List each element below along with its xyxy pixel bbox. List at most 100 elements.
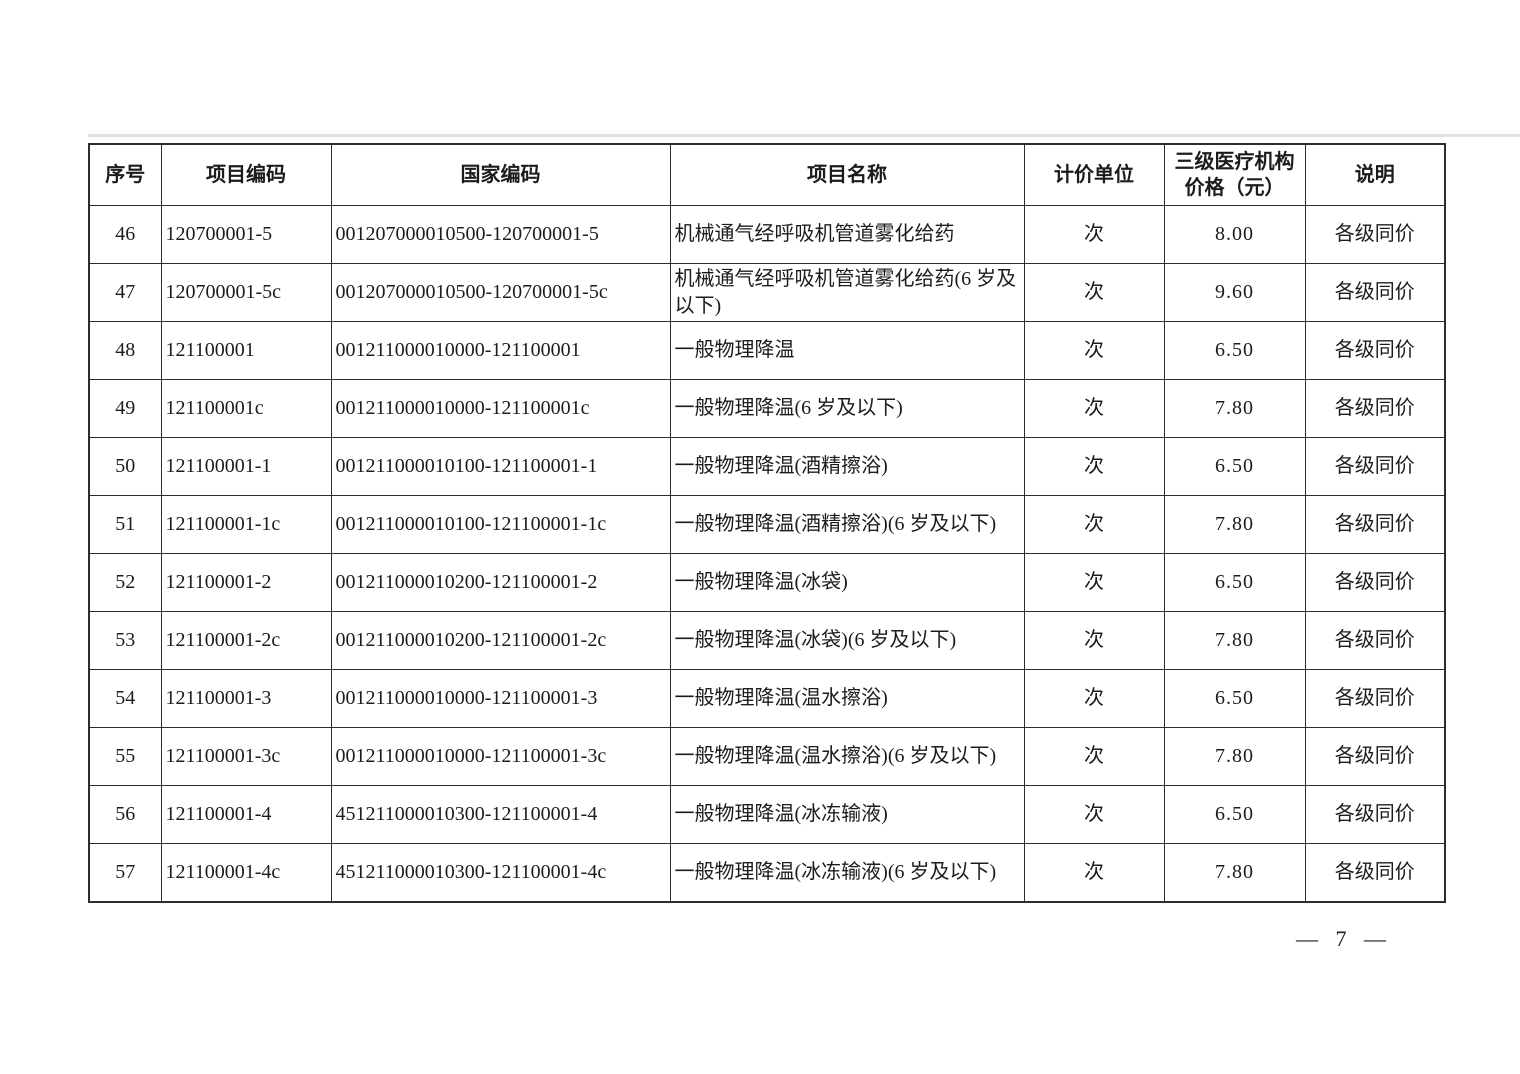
item-name-cell: 一般物理降温(酒精擦浴)(6 岁及以下) xyxy=(669,495,1025,554)
item-code-cell: 121100001 xyxy=(160,321,332,380)
price-cell: 9.60 xyxy=(1163,263,1306,322)
item-code-cell: 121100001-4c xyxy=(160,843,332,903)
national-code-cell: 001211000010000-121100001-3c xyxy=(330,727,671,786)
table-row: 57 121100001-4c 451211000010300-12110000… xyxy=(88,843,1446,903)
item-name-cell: 一般物理降温(温水擦浴)(6 岁及以下) xyxy=(669,727,1025,786)
price-cell: 7.80 xyxy=(1163,379,1306,438)
table-row: 53 121100001-2c 001211000010200-12110000… xyxy=(88,611,1446,670)
price-cell: 7.80 xyxy=(1163,843,1306,903)
table-row: 52 121100001-2 001211000010200-121100001… xyxy=(88,553,1446,612)
note-cell: 各级同价 xyxy=(1304,669,1446,728)
national-code-cell: 001207000010500-120700001-5c xyxy=(330,263,671,322)
seq-no-cell: 55 xyxy=(88,727,162,786)
note-cell: 各级同价 xyxy=(1304,205,1446,264)
item-code-cell: 121100001-2c xyxy=(160,611,332,670)
note-cell: 各级同价 xyxy=(1304,379,1446,438)
medical-price-table: 序号 项目编码 国家编码 项目名称 计价单位 三级医疗机构价格（元） 说明 46… xyxy=(88,143,1446,903)
item-name-cell: 机械通气经呼吸机管道雾化给药(6 岁及以下) xyxy=(669,263,1025,322)
page-number: — 7 — xyxy=(1296,926,1387,951)
scan-artifact-line xyxy=(88,134,1520,137)
note-cell: 各级同价 xyxy=(1304,553,1446,612)
note-cell: 各级同价 xyxy=(1304,611,1446,670)
national-code-cell: 001211000010000-121100001c xyxy=(330,379,671,438)
header-note: 说明 xyxy=(1304,143,1446,206)
seq-no-cell: 53 xyxy=(88,611,162,670)
national-code-cell: 001211000010000-121100001 xyxy=(330,321,671,380)
note-cell: 各级同价 xyxy=(1304,321,1446,380)
unit-cell: 次 xyxy=(1023,321,1165,380)
item-name-cell: 一般物理降温(冰袋)(6 岁及以下) xyxy=(669,611,1025,670)
item-code-cell: 121100001c xyxy=(160,379,332,438)
national-code-cell: 001207000010500-120700001-5 xyxy=(330,205,671,264)
table-row: 46 120700001-5 001207000010500-120700001… xyxy=(88,205,1446,264)
price-cell: 6.50 xyxy=(1163,321,1306,380)
seq-no-cell: 47 xyxy=(88,263,162,322)
national-code-cell: 001211000010000-121100001-3 xyxy=(330,669,671,728)
item-name-cell: 一般物理降温(6 岁及以下) xyxy=(669,379,1025,438)
note-cell: 各级同价 xyxy=(1304,727,1446,786)
seq-no-cell: 52 xyxy=(88,553,162,612)
national-code-cell: 451211000010300-121100001-4c xyxy=(330,843,671,903)
national-code-cell: 001211000010100-121100001-1 xyxy=(330,437,671,496)
price-cell: 6.50 xyxy=(1163,437,1306,496)
price-cell: 7.80 xyxy=(1163,495,1306,554)
seq-no-cell: 57 xyxy=(88,843,162,903)
unit-cell: 次 xyxy=(1023,553,1165,612)
table-row: 49 121100001c 001211000010000-121100001c… xyxy=(88,379,1446,438)
unit-cell: 次 xyxy=(1023,437,1165,496)
national-code-cell: 451211000010300-121100001-4 xyxy=(330,785,671,844)
national-code-cell: 001211000010100-121100001-1c xyxy=(330,495,671,554)
item-name-cell: 机械通气经呼吸机管道雾化给药 xyxy=(669,205,1025,264)
unit-cell: 次 xyxy=(1023,611,1165,670)
seq-no-cell: 54 xyxy=(88,669,162,728)
price-cell: 7.80 xyxy=(1163,611,1306,670)
table-row: 56 121100001-4 451211000010300-121100001… xyxy=(88,785,1446,844)
item-name-cell: 一般物理降温(冰冻输液)(6 岁及以下) xyxy=(669,843,1025,903)
item-name-cell: 一般物理降温(温水擦浴) xyxy=(669,669,1025,728)
table-row: 54 121100001-3 001211000010000-121100001… xyxy=(88,669,1446,728)
table-header: 序号 项目编码 国家编码 项目名称 计价单位 三级医疗机构价格（元） 说明 xyxy=(88,143,1446,206)
header-item-code: 项目编码 xyxy=(160,143,332,206)
unit-cell: 次 xyxy=(1023,785,1165,844)
price-cell: 6.50 xyxy=(1163,669,1306,728)
header-unit: 计价单位 xyxy=(1023,143,1165,206)
price-cell: 8.00 xyxy=(1163,205,1306,264)
table-row: 55 121100001-3c 001211000010000-12110000… xyxy=(88,727,1446,786)
unit-cell: 次 xyxy=(1023,495,1165,554)
table-body: 46 120700001-5 001207000010500-120700001… xyxy=(88,205,1446,903)
item-code-cell: 120700001-5 xyxy=(160,205,332,264)
price-cell: 6.50 xyxy=(1163,785,1306,844)
seq-no-cell: 49 xyxy=(88,379,162,438)
header-national-code: 国家编码 xyxy=(330,143,671,206)
unit-cell: 次 xyxy=(1023,843,1165,903)
national-code-cell: 001211000010200-121100001-2c xyxy=(330,611,671,670)
header-item-name: 项目名称 xyxy=(669,143,1025,206)
seq-no-cell: 56 xyxy=(88,785,162,844)
seq-no-cell: 46 xyxy=(88,205,162,264)
item-name-cell: 一般物理降温 xyxy=(669,321,1025,380)
item-name-cell: 一般物理降温(酒精擦浴) xyxy=(669,437,1025,496)
item-name-cell: 一般物理降温(冰冻输液) xyxy=(669,785,1025,844)
unit-cell: 次 xyxy=(1023,669,1165,728)
header-seq-no: 序号 xyxy=(88,143,162,206)
item-code-cell: 121100001-3 xyxy=(160,669,332,728)
item-code-cell: 121100001-3c xyxy=(160,727,332,786)
note-cell: 各级同价 xyxy=(1304,843,1446,903)
item-code-cell: 121100001-4 xyxy=(160,785,332,844)
price-cell: 6.50 xyxy=(1163,553,1306,612)
item-name-cell: 一般物理降温(冰袋) xyxy=(669,553,1025,612)
note-cell: 各级同价 xyxy=(1304,785,1446,844)
item-code-cell: 120700001-5c xyxy=(160,263,332,322)
note-cell: 各级同价 xyxy=(1304,495,1446,554)
table-row: 51 121100001-1c 001211000010100-12110000… xyxy=(88,495,1446,554)
seq-no-cell: 48 xyxy=(88,321,162,380)
unit-cell: 次 xyxy=(1023,379,1165,438)
seq-no-cell: 51 xyxy=(88,495,162,554)
seq-no-cell: 50 xyxy=(88,437,162,496)
item-code-cell: 121100001-1 xyxy=(160,437,332,496)
table-row: 50 121100001-1 001211000010100-121100001… xyxy=(88,437,1446,496)
table-row: 48 121100001 001211000010000-121100001 一… xyxy=(88,321,1446,380)
table-row: 47 120700001-5c 001207000010500-12070000… xyxy=(88,263,1446,322)
item-code-cell: 121100001-2 xyxy=(160,553,332,612)
